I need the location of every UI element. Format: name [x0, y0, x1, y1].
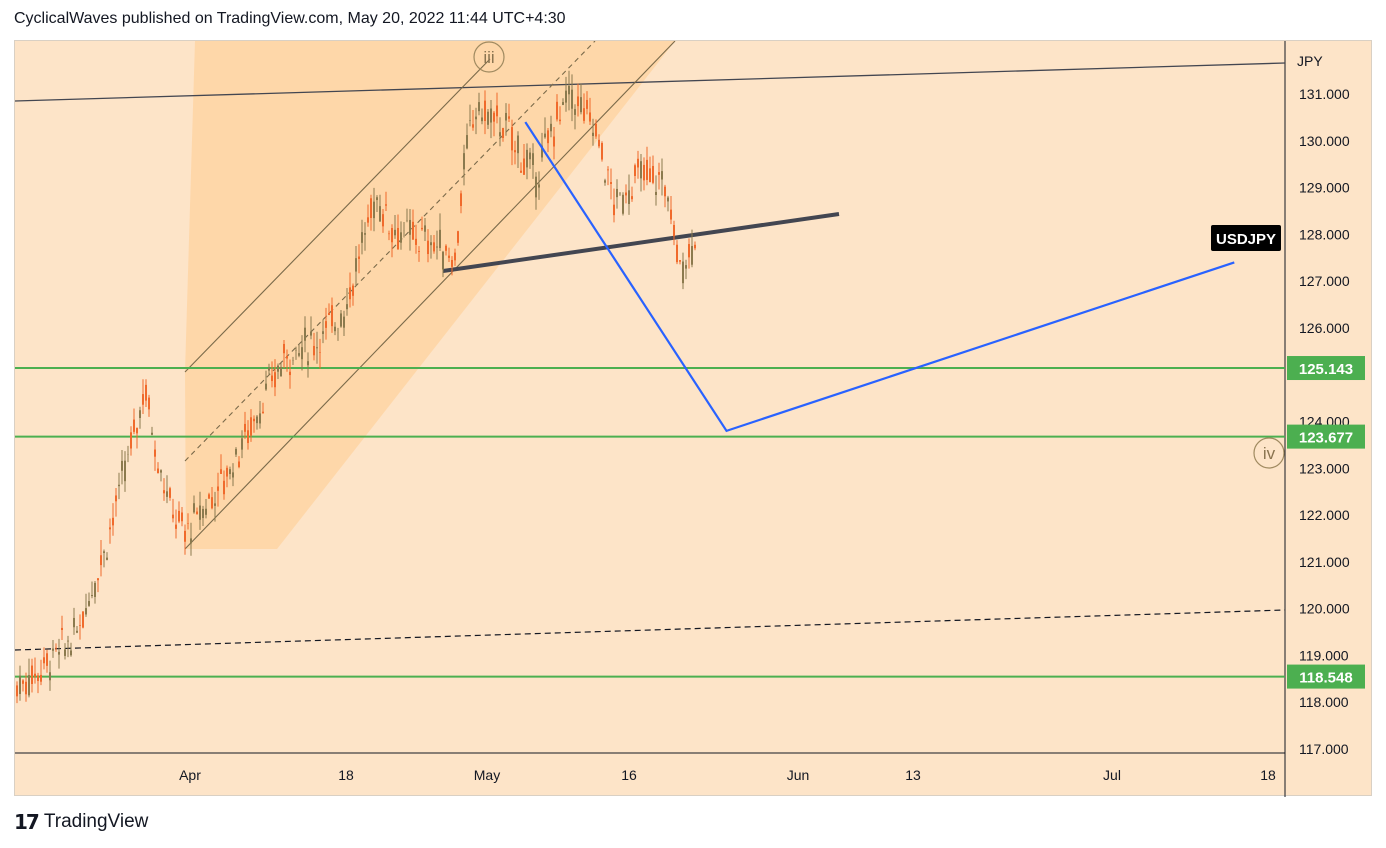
- y-tick-label: 130.000: [1299, 133, 1350, 149]
- y-tick-label: 121.000: [1299, 554, 1350, 570]
- y-tick-label: 123.000: [1299, 460, 1350, 476]
- y-tick-label: 131.000: [1299, 86, 1350, 102]
- publish-attribution: CyclicalWaves published on TradingView.c…: [14, 10, 566, 27]
- x-tick-label: 16: [621, 767, 637, 783]
- x-tick-label: Jun: [787, 767, 810, 783]
- price-chart[interactable]: iii iv 117.000 118.000 119.000 120.000 121.000…: [15, 41, 1373, 797]
- wave-label-iv: iv: [1263, 444, 1276, 463]
- x-tick-label: 13: [905, 767, 921, 783]
- price-level-badge-label-0: 125.143: [1299, 361, 1353, 378]
- symbol-badge-label: USDJPY: [1216, 231, 1276, 248]
- y-tick-label: 120.000: [1299, 601, 1350, 617]
- y-tick-label: 122.000: [1299, 507, 1350, 523]
- chart-panel[interactable]: iii iv 117.000 118.000 119.000 120.000 121.000…: [14, 40, 1373, 797]
- x-tick-label: May: [474, 767, 500, 783]
- channel-median-line: [184, 41, 596, 462]
- wave-label-circle-iii: [473, 41, 505, 73]
- price-level-badge-0: [1287, 356, 1365, 381]
- price-level-badge-2: [1287, 664, 1365, 689]
- wave-label-iii: iii: [483, 48, 494, 67]
- y-tick-label: 128.000: [1299, 226, 1350, 242]
- channel-upper-line: [184, 58, 491, 373]
- wave-label-circle-iv: [1253, 437, 1285, 469]
- neckline: [442, 212, 840, 273]
- y-tick-label: 119.000: [1299, 647, 1349, 663]
- symbol-badge: [1211, 225, 1281, 251]
- y-tick-label: 127.000: [1299, 273, 1350, 289]
- x-tick-label: 18: [338, 767, 354, 783]
- y-tick-label: 117.000: [1299, 741, 1349, 757]
- y-tick-label: 118.000: [1299, 694, 1349, 710]
- y-tick-label: 129.000: [1299, 180, 1350, 196]
- footer: 17 TradingView: [14, 810, 148, 834]
- x-tick-label: Apr: [179, 767, 201, 783]
- x-tick-label: 18: [1260, 767, 1276, 783]
- tradingview-logo-icon: 17: [14, 810, 40, 834]
- projection-path: [524, 121, 1235, 433]
- lower-dashed-trendline: [15, 609, 1286, 651]
- currency-label: JPY: [1297, 53, 1323, 69]
- x-tick-label: Jul: [1103, 767, 1121, 783]
- y-tick-label: 126.000: [1299, 320, 1350, 336]
- price-level-badge-label-2: 118.548: [1299, 670, 1352, 687]
- footer-brand: TradingView: [43, 811, 149, 832]
- price-level-badge-label-1: 123.677: [1299, 430, 1353, 447]
- resistance-trendline: [15, 62, 1286, 102]
- price-level-badge-1: [1287, 424, 1365, 449]
